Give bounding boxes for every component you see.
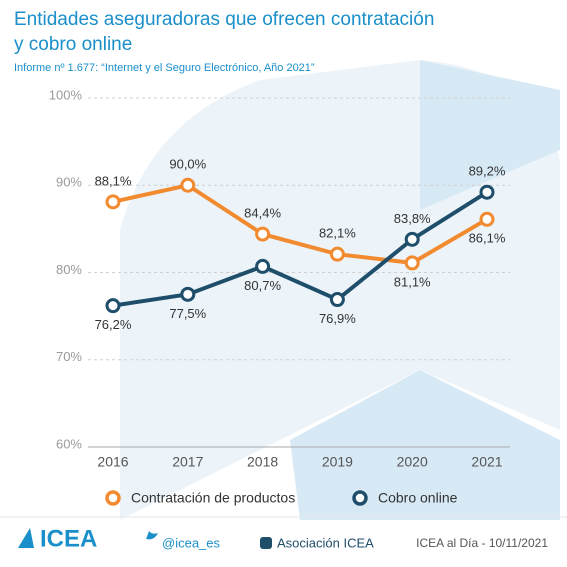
- linkedin-icon: [260, 537, 272, 549]
- y-tick-label: 90%: [56, 175, 82, 190]
- x-tick-label: 2016: [97, 454, 128, 470]
- data-point: [404, 231, 420, 247]
- series-line: [112, 190, 489, 308]
- data-point: [404, 255, 420, 271]
- data-point: [255, 258, 271, 274]
- data-point: [329, 246, 345, 262]
- x-tick-label: 2017: [172, 454, 203, 470]
- data-point: [479, 184, 495, 200]
- data-point: [105, 298, 121, 314]
- legend-marker: [352, 490, 368, 506]
- y-tick-label: 100%: [49, 87, 83, 102]
- value-label: 77,5%: [169, 306, 206, 321]
- legend-marker: [105, 490, 121, 506]
- y-tick-label: 60%: [56, 436, 82, 451]
- value-label: 82,1%: [319, 226, 356, 241]
- value-label: 76,9%: [319, 311, 356, 326]
- chart-title: Entidades aseguradoras que ofrecen contr…: [14, 9, 434, 30]
- chart-title: y cobro online: [14, 34, 132, 55]
- footer-logo: ICEA: [40, 525, 97, 552]
- value-label: 83,8%: [394, 211, 431, 226]
- value-label: 86,1%: [469, 231, 506, 246]
- footer-twitter[interactable]: @icea_es: [162, 535, 221, 550]
- value-label: 84,4%: [244, 206, 281, 221]
- data-point: [180, 286, 196, 302]
- logo-icon: [18, 528, 34, 548]
- data-point: [180, 177, 196, 193]
- data-point: [105, 194, 121, 210]
- twitter-icon: [146, 531, 158, 540]
- x-tick-label: 2021: [471, 454, 502, 470]
- footer-linkedin[interactable]: Asociación ICEA: [277, 535, 374, 550]
- y-tick-label: 70%: [56, 349, 82, 364]
- value-label: 80,7%: [244, 278, 281, 293]
- value-label: 81,1%: [394, 274, 431, 289]
- chart-subtitle: Informe nº 1.677: “Internet y el Seguro …: [14, 62, 315, 74]
- legend-label: Contratación de productos: [131, 490, 295, 506]
- value-label: 90,0%: [169, 157, 206, 172]
- x-tick-label: 2020: [397, 454, 428, 470]
- x-tick-label: 2018: [247, 454, 278, 470]
- data-point: [329, 292, 345, 308]
- data-point: [479, 211, 495, 227]
- x-tick-label: 2019: [322, 454, 353, 470]
- background-shapes: [120, 60, 560, 520]
- footer-date: ICEA al Día - 10/11/2021: [416, 536, 548, 550]
- y-tick-label: 80%: [56, 262, 82, 277]
- value-label: 88,1%: [95, 173, 132, 188]
- data-point: [255, 226, 271, 242]
- value-label: 89,2%: [469, 164, 506, 179]
- series-line: [112, 183, 489, 265]
- value-label: 76,2%: [95, 317, 132, 332]
- legend-label: Cobro online: [378, 490, 458, 506]
